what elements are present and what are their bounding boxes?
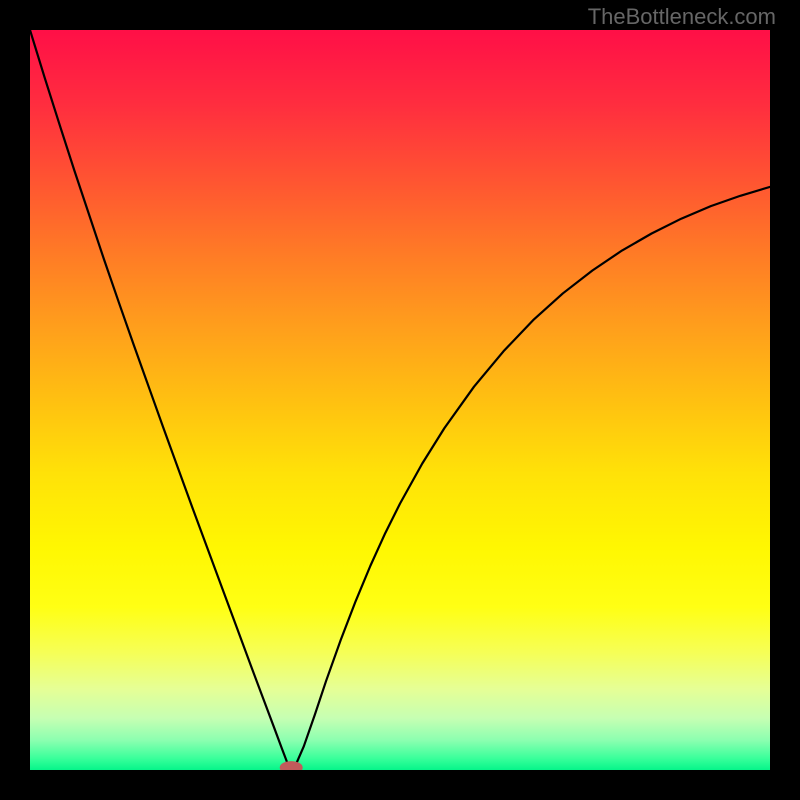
bottleneck-curve [30, 30, 770, 770]
bottleneck-chart: TheBottleneck.com [0, 0, 800, 800]
curve-overlay [30, 30, 770, 770]
plot-area [30, 30, 770, 770]
optimum-marker [280, 762, 302, 770]
watermark-text: TheBottleneck.com [588, 4, 776, 30]
